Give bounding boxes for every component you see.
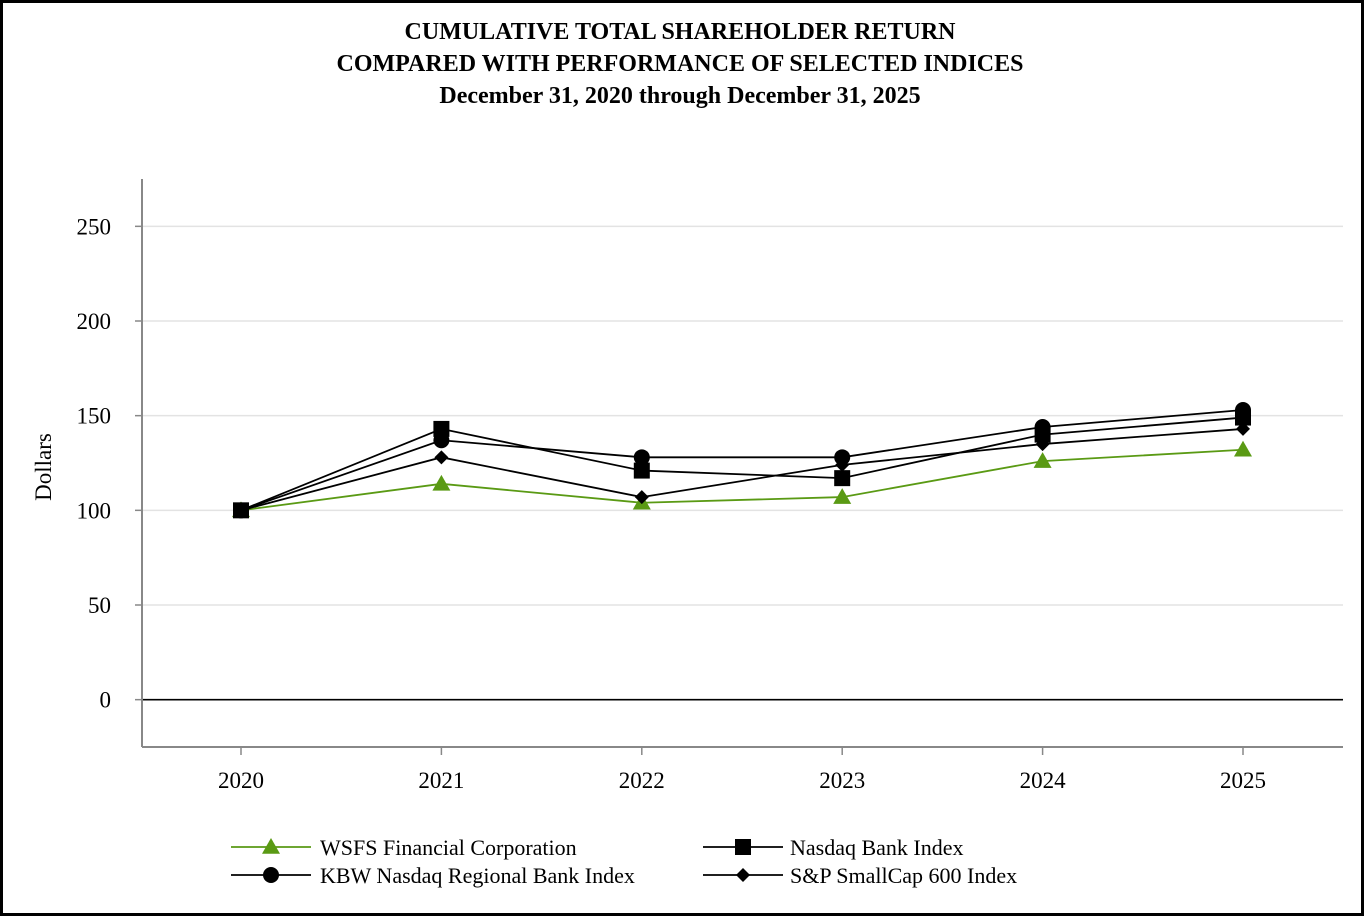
data-point-s-p-smallcap-600-index-2024	[1035, 437, 1050, 452]
data-point-wsfs-financial-corporation-2024	[1033, 452, 1052, 468]
chart-title: CUMULATIVE TOTAL SHAREHOLDER RETURN COMP…	[337, 19, 1024, 109]
legend-label: Nasdaq Bank Index	[790, 835, 964, 860]
legend-item-s-p-smallcap-600-index: S&P SmallCap 600 Index	[703, 863, 1017, 888]
series-line-kbw-nasdaq-regional-bank-index	[240, 409, 1244, 512]
y-tick-labels: 0 50 100 150 200 250	[77, 214, 112, 712]
series-line-wsfs-financial-corporation	[240, 448, 1244, 512]
legend-item-nasdaq-bank-index: Nasdaq Bank Index	[703, 835, 964, 860]
data-point-wsfs-financial-corporation-2021	[432, 474, 451, 491]
x-tick-label-2025: 2025	[1220, 768, 1266, 793]
y-tick-label-150: 150	[77, 404, 112, 429]
legend-label: WSFS Financial Corporation	[320, 835, 577, 860]
y-tick-label-250: 250	[77, 214, 112, 239]
x-tick-label-2020: 2020	[218, 768, 264, 793]
legend-label: KBW Nasdaq Regional Bank Index	[320, 863, 635, 888]
chart-title-line-1: CUMULATIVE TOTAL SHAREHOLDER RETURN	[405, 19, 957, 45]
y-tick-label-50: 50	[88, 593, 111, 618]
data-point-s-p-smallcap-600-index-2021	[434, 450, 449, 465]
chart-svg: CUMULATIVE TOTAL SHAREHOLDER RETURN COMP…	[31, 19, 1343, 888]
axes	[135, 179, 1343, 755]
legend-item-kbw-nasdaq-regional-bank-index: KBW Nasdaq Regional Bank Index	[231, 863, 635, 888]
legend-marker-circle	[263, 867, 279, 883]
legend: WSFS Financial Corporation Nasdaq Bank In…	[231, 835, 1017, 888]
data-point-s-p-smallcap-600-index-2022	[634, 490, 649, 505]
legend-marker-square	[735, 839, 751, 855]
x-tick-label-2024: 2024	[1020, 768, 1067, 793]
data-point-nasdaq-bank-index-2023	[834, 470, 851, 487]
series-line-s-p-smallcap-600-index	[240, 428, 1244, 512]
data-point-wsfs-financial-corporation-2023	[833, 488, 852, 504]
legend-label: S&P SmallCap 600 Index	[790, 863, 1017, 888]
data-point-s-p-smallcap-600-index-2020	[234, 503, 248, 518]
series-line-nasdaq-bank-index	[240, 416, 1244, 512]
data-point-wsfs-financial-corporation-2025	[1234, 440, 1252, 457]
data-point-s-p-smallcap-600-index-2025	[1236, 421, 1250, 436]
x-tick-labels: 2020 2021 2022 2023 2024 2025	[218, 768, 1266, 793]
x-tick-label-2023: 2023	[819, 768, 865, 793]
y-axis-title: Dollars	[31, 433, 56, 501]
data-point-kbw-nasdaq-regional-bank-index-2022	[633, 449, 650, 466]
gridlines	[142, 225, 1343, 606]
legend-marker-diamond	[736, 868, 750, 882]
data-point-kbw-nasdaq-regional-bank-index-2021	[433, 432, 450, 449]
data-point-kbw-nasdaq-regional-bank-index-2024	[1034, 419, 1051, 436]
data-point-kbw-nasdaq-regional-bank-index-2025	[1235, 401, 1251, 418]
legend-item-wsfs-financial-corporation: WSFS Financial Corporation	[231, 835, 577, 860]
legend-marker-triangle	[262, 838, 280, 854]
x-tick-label-2022: 2022	[619, 768, 665, 793]
x-tick-label-2021: 2021	[418, 768, 464, 793]
chart-subtitle: December 31, 2020 through December 31, 2…	[439, 83, 920, 109]
chart-title-line-2: COMPARED WITH PERFORMANCE OF SELECTED IN…	[337, 51, 1024, 77]
data-point-nasdaq-bank-index-2022	[633, 462, 650, 479]
data-point-s-p-smallcap-600-index-2023	[835, 457, 850, 472]
data-point-kbw-nasdaq-regional-bank-index-2023	[834, 449, 851, 466]
y-tick-label-200: 200	[77, 309, 112, 334]
data-point-nasdaq-bank-index-2021	[433, 420, 450, 437]
y-tick-label-100: 100	[77, 498, 112, 523]
series	[232, 401, 1252, 519]
y-tick-label-0: 0	[100, 688, 112, 713]
